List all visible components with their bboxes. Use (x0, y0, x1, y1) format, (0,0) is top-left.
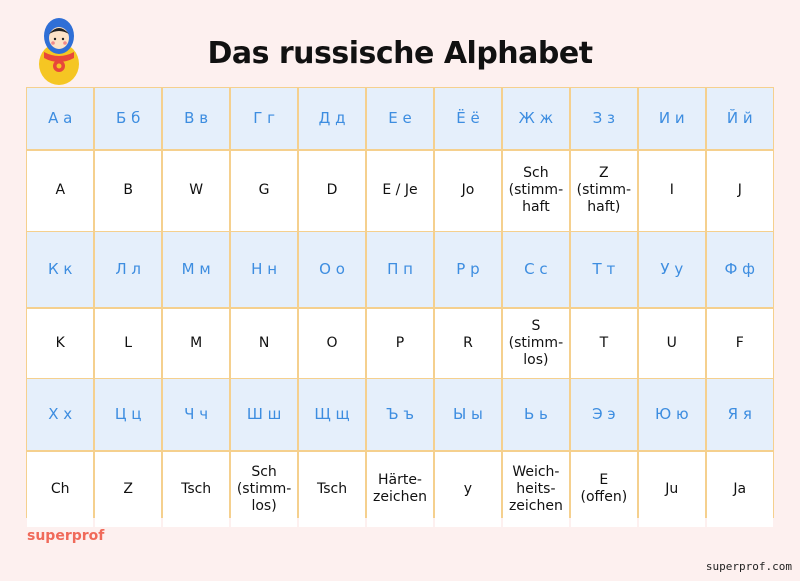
transliteration: F (706, 308, 773, 378)
cyrillic-letter: Р р (434, 232, 502, 307)
matryoshka-icon (39, 18, 79, 85)
cyrillic-letter: Л л (94, 232, 162, 307)
transliteration: O (298, 308, 366, 378)
cyrillic-letter: А а (27, 88, 94, 149)
brand-logo: superprof (27, 528, 105, 544)
transliteration: E (offen) (570, 451, 638, 527)
transliteration: Z (stimm- haft) (570, 150, 638, 231)
cyrillic-letter: Д д (298, 88, 366, 149)
title: Das russische Alphabet (207, 36, 593, 71)
transliteration: A (27, 150, 94, 231)
transliteration: y (434, 451, 502, 527)
cyrillic-letter: Ф ф (706, 232, 773, 307)
cyrillic-letter: Ц ц (94, 379, 162, 450)
cyrillic-letter: Т т (570, 232, 638, 307)
transliteration: P (366, 308, 434, 378)
transliteration: N (230, 308, 298, 378)
cyrillic-letter: Б б (94, 88, 162, 149)
transliteration: Sch (stimm- haft (502, 150, 570, 231)
cyrillic-letter: Ю ю (638, 379, 706, 450)
transliteration: T (570, 308, 638, 378)
cyrillic-letter: К к (27, 232, 94, 307)
transliteration: S (stimm- los) (502, 308, 570, 378)
transliteration: E / Je (366, 150, 434, 231)
cyrillic-letter: Ж ж (502, 88, 570, 149)
cyrillic-letter: Я я (706, 379, 773, 450)
transliteration: Härte- zeichen (366, 451, 434, 527)
cyrillic-letter: Щ щ (298, 379, 366, 450)
transliteration: L (94, 308, 162, 378)
cyrillic-letter: Ш ш (230, 379, 298, 450)
cyrillic-letter: Е е (366, 88, 434, 149)
cyrillic-letter: Э э (570, 379, 638, 450)
transliteration: K (27, 308, 94, 378)
cyrillic-letter: З з (570, 88, 638, 149)
cyrillic-letter: О о (298, 232, 366, 307)
cyrillic-letter: Ъ ъ (366, 379, 434, 450)
cyrillic-letter: Ь ь (502, 379, 570, 450)
cyrillic-letter: Ч ч (162, 379, 230, 450)
transliteration: Ch (27, 451, 94, 527)
transliteration: Tsch (298, 451, 366, 527)
cyrillic-letter: У у (638, 232, 706, 307)
cyrillic-letter: Ы ы (434, 379, 502, 450)
cyrillic-letter: Н н (230, 232, 298, 307)
transliteration: Ju (638, 451, 706, 527)
transliteration: D (298, 150, 366, 231)
transliteration: G (230, 150, 298, 231)
transliteration: M (162, 308, 230, 378)
transliteration: Z (94, 451, 162, 527)
cyrillic-letter: Х х (27, 379, 94, 450)
cyrillic-letter: М м (162, 232, 230, 307)
transliteration: Ja (706, 451, 773, 527)
transliteration: Jo (434, 150, 502, 231)
transliteration: Sch (stimm- los) (230, 451, 298, 527)
cyrillic-letter: В в (162, 88, 230, 149)
watermark: superprof.com (705, 560, 792, 573)
transliteration: R (434, 308, 502, 378)
cyrillic-letter: Г г (230, 88, 298, 149)
cyrillic-letter: П п (366, 232, 434, 307)
transliteration: J (706, 150, 773, 231)
transliteration: Tsch (162, 451, 230, 527)
transliteration: Weich- heits- zeichen (502, 451, 570, 527)
cyrillic-letter: И и (638, 88, 706, 149)
cyrillic-letter: С с (502, 232, 570, 307)
transliteration: U (638, 308, 706, 378)
transliteration: W (162, 150, 230, 231)
cyrillic-letter: Ё ё (434, 88, 502, 149)
cyrillic-letter: Й й (706, 88, 773, 149)
transliteration: I (638, 150, 706, 231)
transliteration: B (94, 150, 162, 231)
